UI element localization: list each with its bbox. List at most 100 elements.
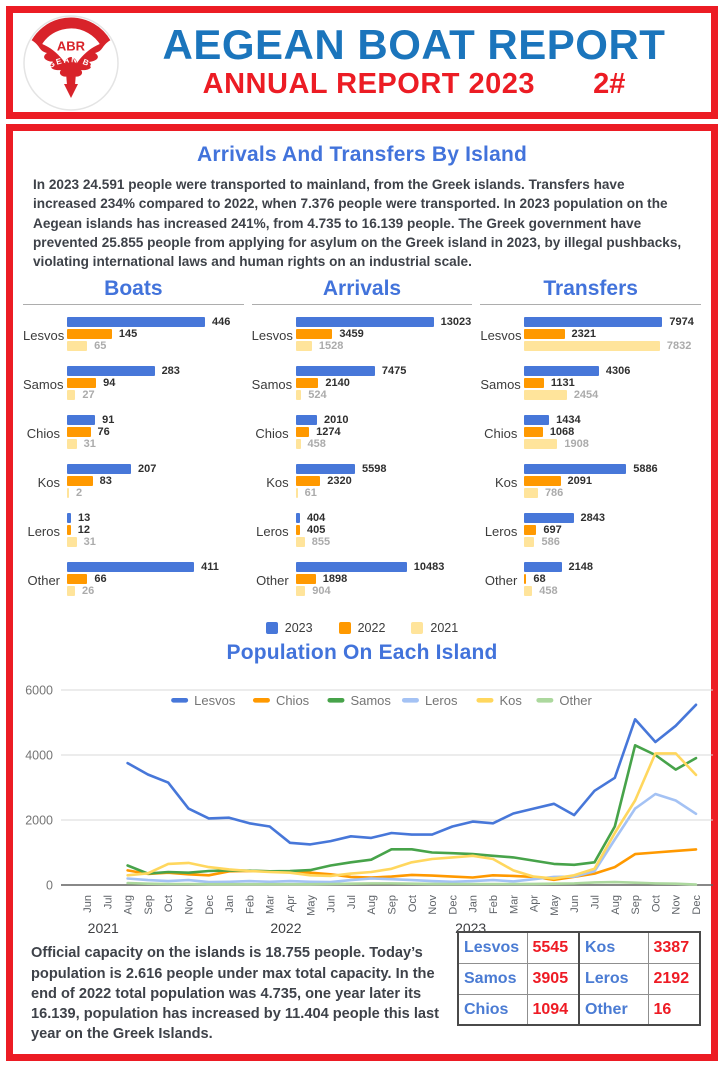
island-label: Samos bbox=[251, 376, 293, 392]
x-axis-month: Oct bbox=[407, 895, 419, 912]
x-axis-month: Dec bbox=[447, 895, 459, 915]
x-axis-month: Aug bbox=[610, 895, 622, 915]
bar-2023 bbox=[524, 317, 663, 328]
bar-value: 207 bbox=[138, 463, 157, 476]
bar-value: 446 bbox=[212, 316, 231, 329]
series-line-Lesvos bbox=[126, 703, 698, 847]
bar-value: 12 bbox=[77, 524, 90, 537]
x-axis-month: Jul bbox=[102, 895, 114, 909]
legend-swatch bbox=[411, 622, 424, 635]
bar-2021 bbox=[295, 439, 301, 450]
bar-2021 bbox=[524, 390, 567, 401]
bar-group-samos: Samos 4306 1131 2454 bbox=[480, 365, 701, 402]
x-axis-month: May bbox=[305, 895, 317, 916]
bar-line-2023: 446 bbox=[67, 316, 244, 329]
series-line-Kos bbox=[126, 752, 698, 881]
bar-value: 405 bbox=[306, 524, 326, 537]
bar-2021 bbox=[295, 341, 312, 352]
island-label: Leros bbox=[27, 523, 60, 539]
bar-stack: 91 76 31 bbox=[67, 414, 244, 451]
bar-stack: 404 405 855 bbox=[295, 512, 473, 549]
bar-value: 524 bbox=[308, 389, 327, 402]
line-chart-svg: 0 2000 4000 6000 Lesvos Chios Samos Leros Kos Oth… bbox=[25, 684, 713, 936]
bar-chart-title: Transfers bbox=[480, 277, 702, 306]
series-line-Chios bbox=[126, 848, 698, 882]
x-axis-month: May bbox=[549, 895, 561, 916]
bar-2021 bbox=[524, 537, 535, 548]
abr-logo-icon: ABR AEGEAN BOAT REPORT bbox=[17, 6, 119, 111]
population-line-chart: 0 2000 4000 6000 Lesvos Chios Samos Leros Kos Oth… bbox=[23, 673, 713, 941]
bar-value: 13 bbox=[78, 512, 91, 525]
x-axis-month: Apr bbox=[529, 895, 541, 912]
bar-2021 bbox=[67, 439, 77, 450]
bar-2023 bbox=[295, 317, 434, 328]
bar-2022 bbox=[295, 574, 316, 585]
bar-value: 1131 bbox=[550, 377, 575, 390]
bar-2022 bbox=[67, 525, 71, 536]
bar-value: 1068 bbox=[549, 426, 575, 439]
bar-stack: 283 94 27 bbox=[67, 365, 244, 402]
bar-value: 2321 bbox=[571, 328, 596, 341]
bar-line-2021: 31 bbox=[67, 536, 244, 548]
bar-line-2023: 4306 bbox=[524, 365, 701, 378]
bar-value: 2320 bbox=[327, 475, 352, 488]
x-axis-month: Feb bbox=[488, 895, 500, 914]
x-axis-month: Nov bbox=[427, 895, 439, 915]
bar-2023 bbox=[295, 464, 355, 475]
series-line-Other bbox=[126, 881, 698, 887]
bar-stack: 207 83 2 bbox=[67, 463, 244, 500]
x-axis-month: Jun bbox=[326, 895, 338, 913]
bar-2023 bbox=[524, 366, 599, 377]
bar-chart-title: Arrivals bbox=[251, 277, 473, 306]
bar-2022 bbox=[67, 574, 88, 585]
bar-value: 2843 bbox=[580, 512, 606, 525]
y-axis-tick: 4000 bbox=[25, 749, 53, 763]
table-island-cell: Chios bbox=[457, 993, 528, 1026]
bar-2023 bbox=[67, 562, 195, 573]
bar-value: 2140 bbox=[325, 377, 350, 390]
bar-value: 94 bbox=[103, 377, 116, 390]
x-axis-month: Sep bbox=[143, 895, 155, 915]
bar-line-2021: 586 bbox=[524, 536, 701, 548]
bar-line-2023: 10483 bbox=[295, 561, 473, 574]
bar-2023 bbox=[295, 415, 317, 426]
bar-stack: 446 145 65 bbox=[67, 316, 244, 353]
bar-stack: 13 12 31 bbox=[67, 512, 244, 549]
bar-line-2021: 27 bbox=[67, 389, 244, 401]
bar-line-2021: 2 bbox=[67, 487, 244, 499]
table-value-cell: 3387 bbox=[647, 931, 701, 964]
bar-line-2022: 1131 bbox=[524, 377, 701, 390]
legend-label: 2021 bbox=[430, 621, 459, 636]
bar-line-2022: 94 bbox=[67, 377, 244, 390]
island-label: Leros bbox=[256, 523, 289, 539]
bar-line-2021: 458 bbox=[524, 585, 701, 597]
section-title-arrivals-transfers: Arrivals And Transfers By Island bbox=[196, 143, 528, 166]
bar-value: 4306 bbox=[605, 365, 631, 378]
bar-value: 1908 bbox=[564, 438, 589, 451]
bar-group-kos: Kos 207 83 2 bbox=[23, 463, 244, 500]
bar-group-chios: Chios 2010 1274 458 bbox=[252, 414, 473, 451]
x-axis-year: 2021 bbox=[88, 920, 119, 936]
bar-2022 bbox=[524, 525, 537, 536]
bar-value: 10483 bbox=[413, 561, 445, 574]
bar-line-2022: 2140 bbox=[295, 377, 473, 390]
table-island-cell: Leros bbox=[578, 962, 649, 995]
bar-value: 26 bbox=[82, 585, 95, 598]
x-axis-month: Oct bbox=[650, 895, 662, 912]
bar-2022 bbox=[67, 476, 93, 487]
bar-line-2023: 91 bbox=[67, 414, 244, 427]
population-table: Lesvos 5545 Kos 3387 Samos 3905 Leros 2192 Chios… bbox=[457, 931, 701, 1027]
y-axis-tick: 6000 bbox=[25, 684, 53, 698]
island-label: Other bbox=[256, 572, 289, 588]
x-axis-month: Mar bbox=[508, 895, 520, 914]
bar-group-lesvos: Lesvos 7974 2321 7832 bbox=[480, 316, 701, 353]
bar-line-2023: 13 bbox=[67, 512, 244, 525]
legend-item-2021: 2021 bbox=[411, 621, 458, 635]
bar-value: 91 bbox=[102, 414, 115, 427]
bar-stack: 13023 3459 1528 bbox=[295, 316, 473, 353]
legend-item-2022: 2022 bbox=[338, 621, 385, 635]
bar-value: 2010 bbox=[323, 414, 349, 427]
legend-label: 2023 bbox=[284, 621, 313, 636]
bar-chart-boats: Boats Lesvos 446 145 65 Samos 283 94 27 Chios 91 76… bbox=[23, 277, 244, 611]
